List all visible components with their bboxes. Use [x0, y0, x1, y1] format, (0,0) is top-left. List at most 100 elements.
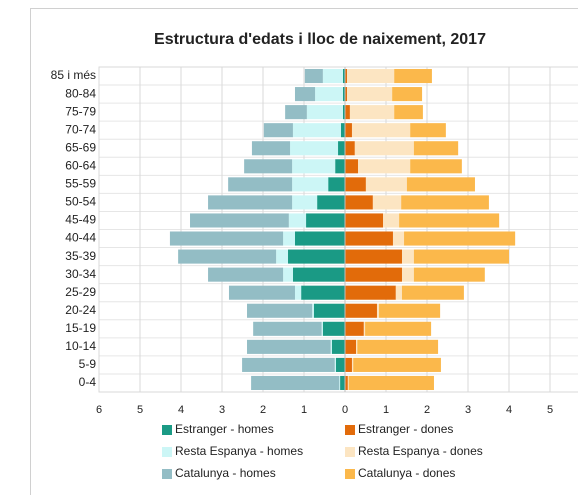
bar	[331, 339, 345, 354]
bar	[372, 195, 402, 210]
bar	[251, 141, 291, 156]
bar	[413, 141, 459, 156]
bar	[379, 303, 441, 318]
y-tick-label: 35-39	[65, 249, 96, 263]
legend-swatch	[345, 425, 355, 435]
x-tick-label: 2	[260, 404, 266, 416]
bar	[406, 177, 475, 192]
bar	[345, 213, 384, 228]
bar	[404, 231, 516, 246]
y-tick-label: 65-69	[65, 140, 96, 154]
x-tick-label: 6	[96, 404, 102, 416]
bar	[358, 159, 411, 174]
bar	[292, 123, 341, 138]
legend-swatch	[162, 469, 172, 479]
bar	[288, 213, 307, 228]
bar	[292, 195, 318, 210]
x-tick-label: 5	[547, 404, 553, 416]
legend-swatch	[162, 447, 172, 457]
bar	[351, 357, 354, 372]
bar	[247, 339, 331, 354]
x-tick-label: 2	[424, 404, 430, 416]
bar	[334, 357, 336, 372]
bar	[242, 357, 335, 372]
bar	[363, 321, 366, 336]
bar	[292, 159, 336, 174]
bar	[317, 195, 345, 210]
bar	[345, 105, 350, 120]
y-tick-label: 70-74	[65, 122, 96, 136]
bar	[345, 339, 357, 354]
y-tick-label: 10-14	[65, 339, 96, 353]
bar	[290, 141, 339, 156]
y-tick-label: 45-49	[65, 213, 96, 227]
x-tick-label: 1	[383, 404, 389, 416]
bar	[345, 68, 348, 84]
y-tick-label: 55-59	[65, 177, 96, 191]
x-tick-label: 4	[178, 404, 184, 416]
x-tick-label: 4	[506, 404, 512, 416]
bar	[354, 141, 414, 156]
bar	[306, 213, 345, 228]
bar	[313, 303, 345, 318]
bar	[340, 375, 345, 391]
bar	[294, 231, 345, 246]
bar	[345, 195, 373, 210]
bar	[342, 87, 345, 102]
bar	[345, 285, 396, 300]
bar	[322, 68, 343, 84]
x-tick-label: 1	[301, 404, 307, 416]
bar	[283, 267, 293, 282]
x-tick-label: 0	[342, 404, 348, 416]
bar	[312, 303, 314, 318]
bar	[306, 105, 343, 120]
bar	[228, 177, 293, 192]
bar	[413, 249, 509, 264]
bar	[208, 195, 293, 210]
y-tick-label: 60-64	[65, 158, 96, 172]
x-tick-label: 3	[465, 404, 471, 416]
bar	[401, 267, 414, 282]
bar	[383, 213, 400, 228]
bar	[178, 249, 277, 264]
bar	[335, 159, 345, 174]
bar	[228, 285, 295, 300]
bar	[345, 87, 348, 102]
y-tick-label: 40-44	[65, 231, 96, 245]
bar	[353, 357, 441, 372]
bar	[330, 339, 332, 354]
bar	[394, 68, 432, 84]
bar	[321, 321, 323, 336]
bar	[208, 267, 284, 282]
y-tick-label: 20-24	[65, 303, 96, 317]
legend-label: Estranger - dones	[358, 422, 453, 436]
bar	[169, 231, 284, 246]
y-tick-label: 50-54	[65, 195, 96, 209]
bar	[410, 159, 462, 174]
legend-label: Resta Espanya - homes	[175, 444, 303, 458]
bar	[251, 375, 340, 391]
bar	[347, 68, 395, 84]
bar	[335, 357, 345, 372]
legend-swatch	[345, 447, 355, 457]
bar	[365, 177, 407, 192]
legend-label: Resta Espanya - dones	[358, 444, 483, 458]
bar	[345, 231, 393, 246]
bar	[345, 375, 348, 391]
legend-label: Catalunya - homes	[175, 466, 276, 480]
bar	[345, 249, 402, 264]
bar	[410, 123, 446, 138]
bar	[322, 321, 345, 336]
bar	[276, 249, 289, 264]
bar	[342, 68, 345, 84]
bar	[340, 123, 345, 138]
bar	[294, 87, 316, 102]
bar	[315, 87, 343, 102]
bar	[348, 375, 434, 391]
bar	[253, 321, 322, 336]
bar	[292, 177, 329, 192]
bar	[342, 105, 345, 120]
bar	[413, 267, 485, 282]
y-tick-label: 30-34	[65, 267, 96, 281]
bar	[247, 303, 313, 318]
